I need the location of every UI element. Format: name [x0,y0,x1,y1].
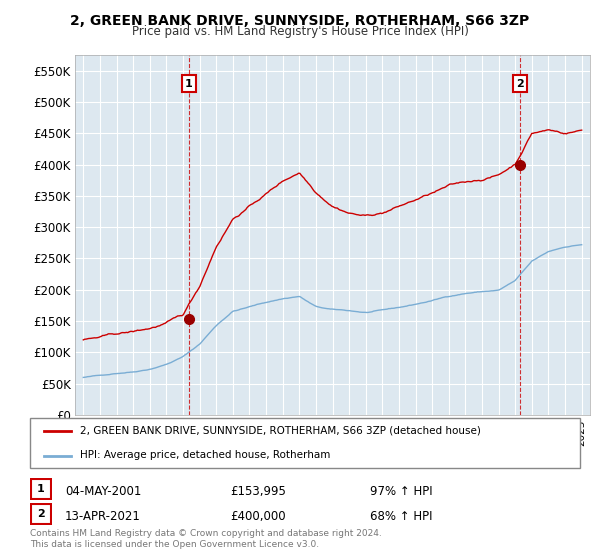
Text: £400,000: £400,000 [230,510,286,523]
FancyBboxPatch shape [30,418,580,468]
Text: 2, GREEN BANK DRIVE, SUNNYSIDE, ROTHERHAM, S66 3ZP: 2, GREEN BANK DRIVE, SUNNYSIDE, ROTHERHA… [70,14,530,28]
Text: HPI: Average price, detached house, Rotherham: HPI: Average price, detached house, Roth… [79,450,330,460]
Text: £153,995: £153,995 [230,485,286,498]
Text: Price paid vs. HM Land Registry's House Price Index (HPI): Price paid vs. HM Land Registry's House … [131,25,469,38]
Text: 1: 1 [37,484,45,494]
FancyBboxPatch shape [31,479,51,499]
FancyBboxPatch shape [31,504,51,524]
Text: 2: 2 [516,79,524,89]
Text: 13-APR-2021: 13-APR-2021 [65,510,141,523]
Text: 2: 2 [37,509,45,519]
Text: 97% ↑ HPI: 97% ↑ HPI [370,485,433,498]
Text: 1: 1 [185,79,193,89]
Text: Contains HM Land Registry data © Crown copyright and database right 2024.
This d: Contains HM Land Registry data © Crown c… [30,529,382,549]
Text: 68% ↑ HPI: 68% ↑ HPI [370,510,433,523]
Text: 04-MAY-2001: 04-MAY-2001 [65,485,142,498]
Text: 2, GREEN BANK DRIVE, SUNNYSIDE, ROTHERHAM, S66 3ZP (detached house): 2, GREEN BANK DRIVE, SUNNYSIDE, ROTHERHA… [79,426,481,436]
